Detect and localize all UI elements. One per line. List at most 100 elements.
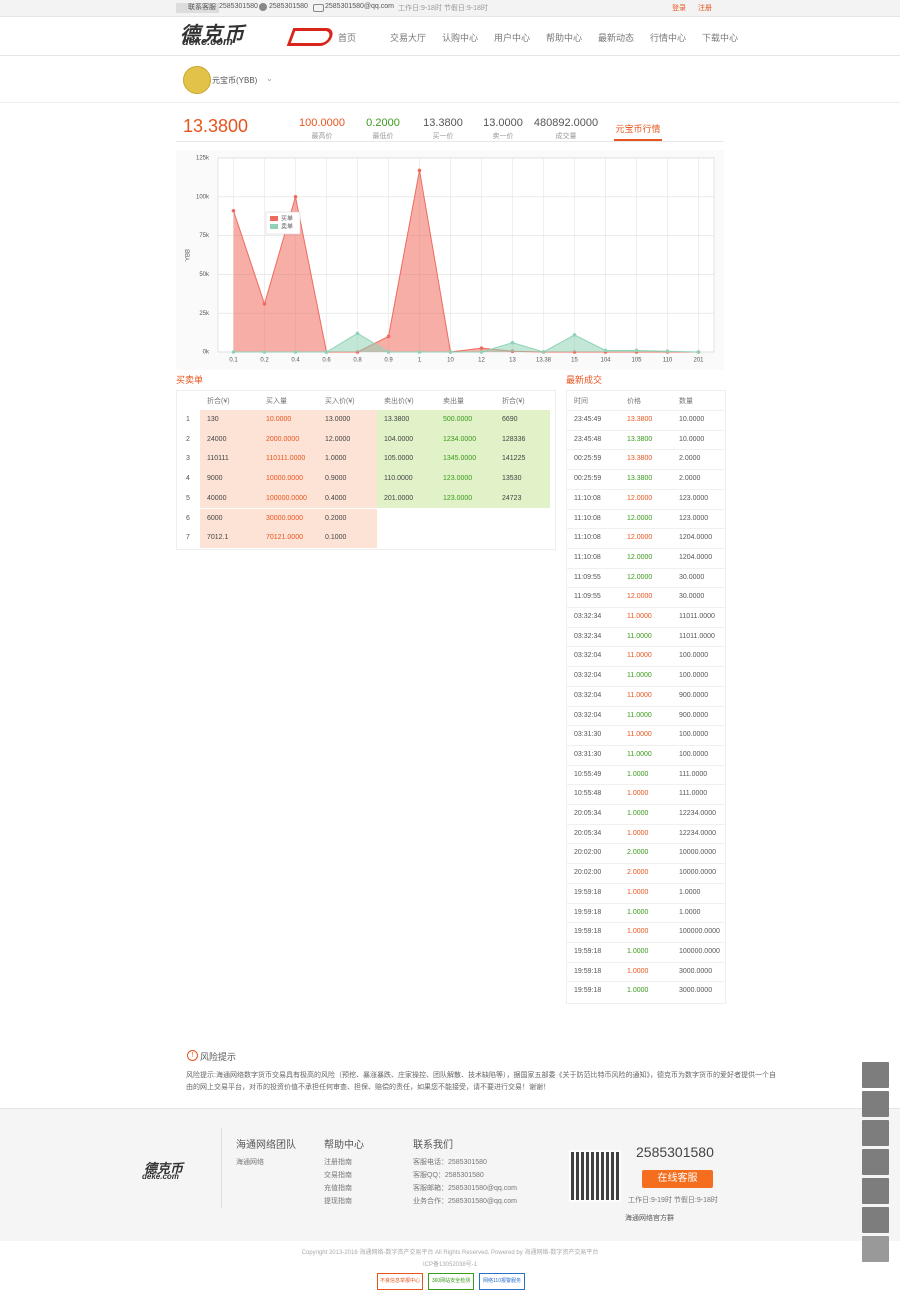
- footer-link[interactable]: 客服电话：2585301580: [413, 1159, 487, 1166]
- area-line: [233, 332, 699, 353]
- trade-time: 03:32:04: [574, 652, 602, 660]
- trade-amount: 100.0000: [679, 731, 709, 739]
- trade-amount: 12234.0000: [679, 810, 716, 817]
- footer-link[interactable]: 注册指南: [324, 1159, 352, 1166]
- legend-swatch: [270, 216, 278, 221]
- footer-group[interactable]: 海通网络官方群: [625, 1215, 674, 1222]
- topbar: [0, 0, 900, 17]
- x-tick-label: 13: [509, 358, 516, 364]
- x-tick-label: 110: [663, 358, 673, 364]
- stat-value: 13.3800: [423, 117, 463, 129]
- nav-item[interactable]: 最新动态: [598, 33, 635, 43]
- trade-amount: 111.0000: [679, 770, 708, 778]
- sell-cell: 128336: [502, 435, 526, 443]
- row-no: 5: [186, 494, 190, 502]
- area-fill: [233, 170, 699, 352]
- trade-sep: [567, 981, 725, 983]
- trade-time: 03:32:34: [574, 613, 602, 620]
- stat-label: 卖一价: [492, 133, 514, 140]
- side-button[interactable]: [862, 1236, 889, 1262]
- service-btn[interactable]: 联系客服: [176, 3, 219, 13]
- footer-link[interactable]: 提现指南: [324, 1198, 352, 1205]
- side-button[interactable]: [862, 1207, 889, 1233]
- online-btn[interactable]: 在线客服: [642, 1170, 713, 1188]
- trade-amount: 100.0000: [679, 750, 709, 758]
- footer-col-title: 联系我们: [413, 1140, 453, 1151]
- trade-price: 1.0000: [627, 987, 649, 995]
- trade-price: 11.0000: [627, 691, 652, 699]
- trade-sep: [567, 882, 725, 884]
- footer-logo: 德克币: [144, 1161, 184, 1176]
- trade-price: 12.0000: [627, 514, 653, 522]
- nav-item[interactable]: 帮助中心: [546, 33, 583, 43]
- trade-sep: [567, 902, 725, 904]
- sell-cell: 110.0000: [384, 475, 413, 483]
- badge[interactable]: 网络110报警服务: [479, 1273, 525, 1290]
- trade-sep: [567, 725, 725, 727]
- sell-cell: 1345.0000: [443, 455, 477, 463]
- last-price: 13.3800: [183, 116, 249, 136]
- side-button[interactable]: [862, 1178, 889, 1204]
- trade-price: 12.0000: [627, 593, 653, 601]
- nav-item[interactable]: 行情中心: [650, 33, 687, 43]
- coin-name[interactable]: 元宝币(YBB): [212, 76, 258, 85]
- nav-item[interactable]: 认购中心: [442, 33, 479, 43]
- trade-time: 03:32:04: [574, 672, 602, 680]
- footer-link[interactable]: 海通网络: [236, 1159, 264, 1166]
- trade-sep: [567, 784, 725, 786]
- side-button[interactable]: [862, 1149, 889, 1175]
- footer-link[interactable]: 客服QQ：2585301580: [413, 1172, 484, 1179]
- trade-amount: 3000.0000: [679, 987, 713, 995]
- side-button[interactable]: [862, 1120, 889, 1146]
- ob-header: 卖出价(¥): [384, 398, 414, 405]
- x-tick-label: 10: [447, 358, 454, 364]
- footer-link[interactable]: 客服邮箱：2585301580@qq.com: [413, 1185, 517, 1192]
- side-button[interactable]: [862, 1062, 889, 1088]
- orderbook-title: 买卖单: [176, 375, 204, 385]
- trade-price: 11.0000: [627, 652, 652, 660]
- point: [231, 350, 236, 354]
- nav-item[interactable]: 交易大厅: [390, 33, 427, 43]
- x-tick-label: 105: [631, 358, 642, 364]
- x-tick-label: 0.8: [353, 358, 362, 364]
- trade-price: 1.0000: [627, 888, 649, 896]
- row-no: 3: [186, 455, 190, 463]
- trade-header: 时间: [574, 398, 588, 405]
- nav-item[interactable]: 用户中心: [494, 33, 531, 43]
- buy-cell: 2000.0000: [266, 435, 300, 443]
- buy-cell: 30000.0000: [266, 514, 303, 522]
- copyright: Copyright 2013-2016 海通网络-数字资产交易平台 All Ri…: [301, 1250, 599, 1256]
- badge[interactable]: 360网站安全检测: [428, 1273, 474, 1290]
- trade-amount: 1204.0000: [679, 553, 713, 561]
- stat-label: 成交量: [555, 133, 577, 140]
- register[interactable]: 注册: [698, 5, 712, 12]
- footer-hours: 工作日:9-19时 节假日:9-18时: [628, 1197, 718, 1204]
- footer-link[interactable]: 交易指南: [324, 1172, 352, 1179]
- badge[interactable]: 不良信息举报中心: [377, 1273, 423, 1290]
- trade-price: 13.3800: [627, 435, 653, 443]
- y-axis-label: YBB: [186, 249, 192, 261]
- footer-col-title: 帮助中心: [324, 1140, 364, 1151]
- logo-sub: deke.com: [182, 36, 233, 48]
- point: [541, 350, 546, 354]
- nav-item[interactable]: 下载中心: [702, 33, 739, 43]
- trade-price: 1.0000: [627, 790, 649, 798]
- ob-header: 折合(¥): [207, 398, 230, 405]
- trade-sep: [567, 804, 725, 805]
- trade-amount: 1.0000: [679, 908, 701, 916]
- trade-sep: [567, 587, 725, 589]
- row-no: 2: [186, 435, 190, 443]
- chart-tab[interactable]: 元宝币行情: [614, 122, 662, 141]
- email[interactable]: 2585301580@qq.com: [325, 3, 394, 10]
- buy-cell: 13.0000: [325, 416, 351, 423]
- login[interactable]: 登录: [672, 5, 686, 12]
- point: [355, 331, 360, 336]
- footer-link[interactable]: 充值指南: [324, 1185, 352, 1192]
- phone: 2585301580: [269, 3, 308, 10]
- nav-item[interactable]: 首页: [338, 33, 357, 43]
- point: [231, 208, 236, 213]
- side-button[interactable]: [862, 1091, 889, 1117]
- footer-link[interactable]: 业务合作：2585301580@qq.com: [413, 1198, 517, 1205]
